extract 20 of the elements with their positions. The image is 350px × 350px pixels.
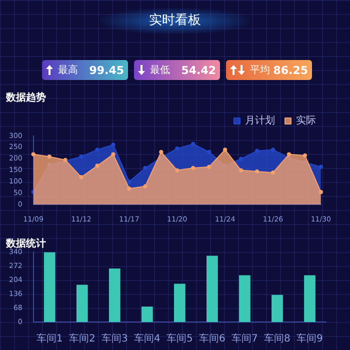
x-tick-label: 车间1 [36, 332, 63, 345]
text: 平均 [250, 64, 270, 77]
text: 实时看板 [100, 8, 250, 34]
x-tick-label: 车间9 [296, 332, 323, 345]
x-tick-label: 车间5 [166, 332, 193, 345]
text: 86.25 [272, 64, 308, 76]
text: 最低 [150, 64, 170, 77]
legend-label: 实际 [296, 114, 316, 127]
chart-title: 数据统计 [5, 238, 46, 250]
x-tick-label: 车间6 [199, 332, 226, 345]
legend-label: 月计划 [245, 114, 275, 127]
text: 99.45 [88, 64, 124, 76]
x-tick-label: 车间8 [264, 332, 290, 345]
x-tick-label: 车间2 [68, 332, 96, 345]
text: 54.42 [180, 64, 216, 76]
x-tick-label: 车间3 [101, 332, 128, 345]
x-tick-label: 车间4 [134, 332, 160, 345]
chart-title: 数据趋势 [5, 92, 46, 104]
text: 最高 [58, 64, 78, 77]
x-tick-label: 车间7 [232, 332, 258, 345]
